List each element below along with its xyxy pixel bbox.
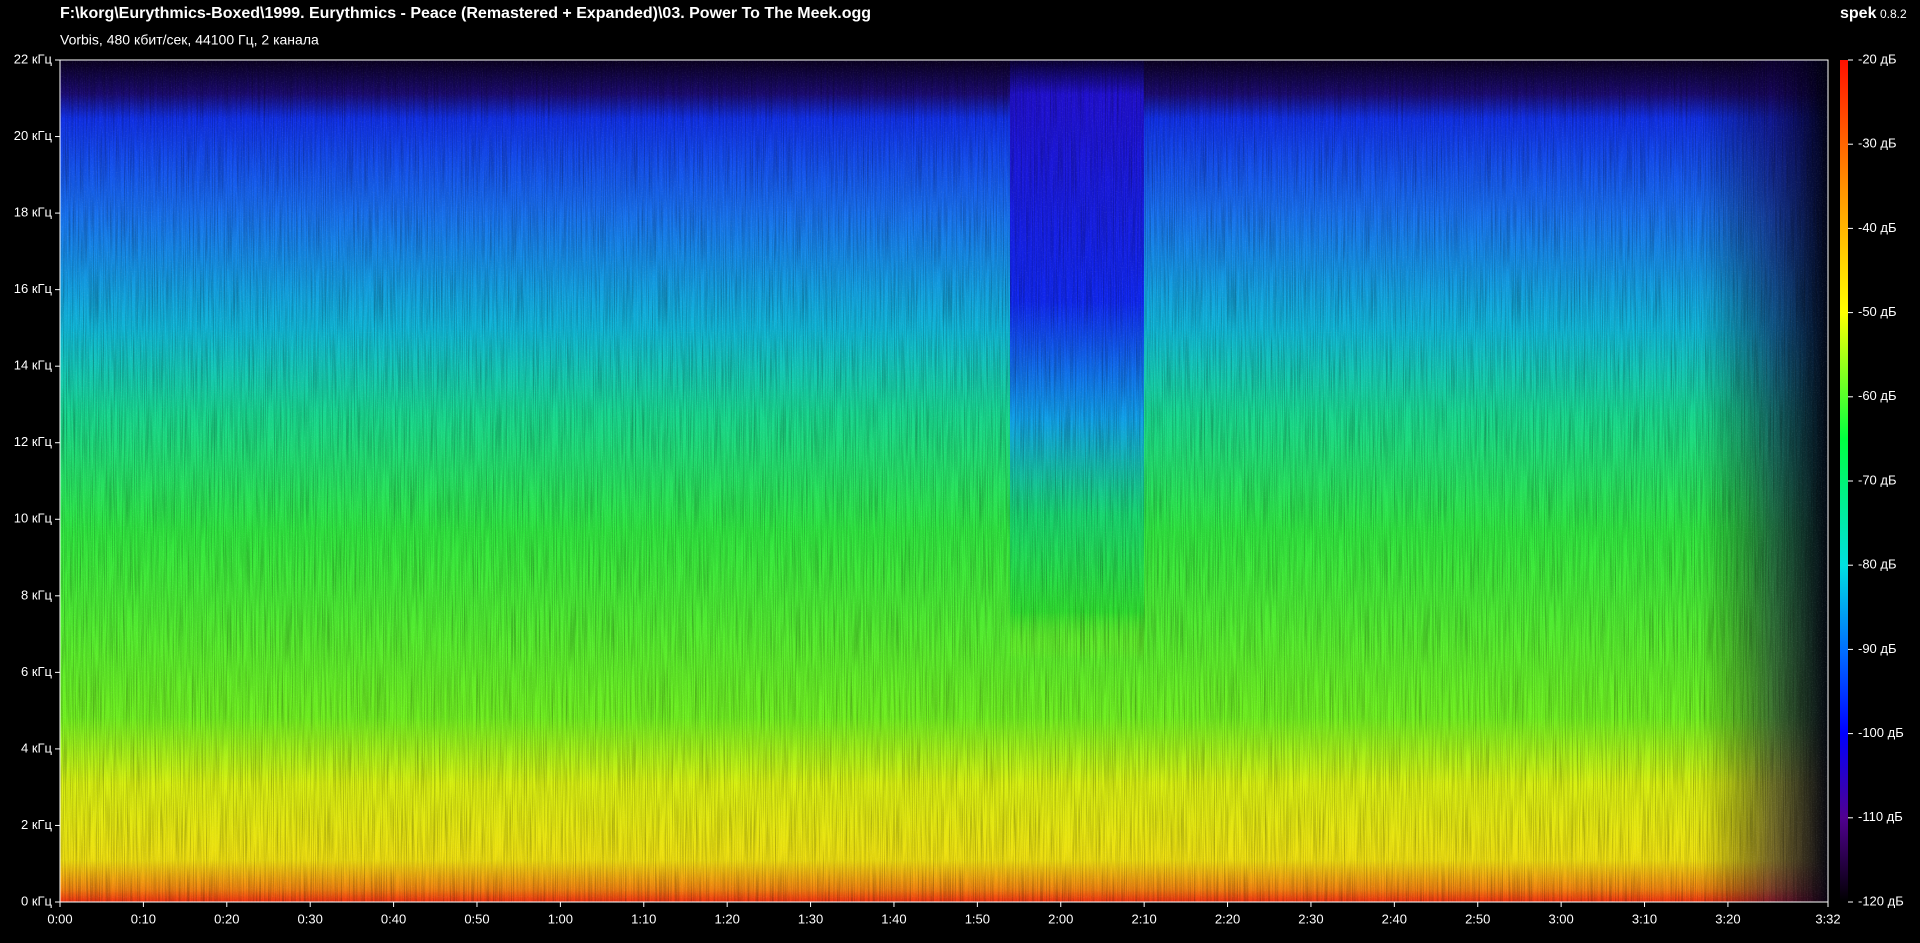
file-path: F:\korg\Eurythmics-Boxed\1999. Eurythmic… xyxy=(60,5,871,22)
x-tick-label: 2:10 xyxy=(1131,911,1156,926)
x-tick-label: 3:32 xyxy=(1815,911,1840,926)
x-tick-label: 0:20 xyxy=(214,911,239,926)
y-tick-label: 2 кГц xyxy=(21,817,53,832)
x-tick-label: 3:00 xyxy=(1548,911,1573,926)
y-tick-label: 16 кГц xyxy=(14,281,53,296)
x-tick-label: 0:40 xyxy=(381,911,406,926)
x-tick-label: 0:00 xyxy=(47,911,72,926)
y-tick-label: 22 кГц xyxy=(14,51,53,66)
x-tick-label: 2:40 xyxy=(1382,911,1407,926)
color-bar xyxy=(1840,60,1848,902)
color-tick-label: -80 дБ xyxy=(1858,557,1897,572)
file-info: Vorbis, 480 кбит/сек, 44100 Гц, 2 канала xyxy=(60,32,319,48)
y-tick-label: 14 кГц xyxy=(14,358,53,373)
color-tick-label: -90 дБ xyxy=(1858,641,1897,656)
color-tick-label: -70 дБ xyxy=(1858,472,1897,487)
app-version: 0.8.2 xyxy=(1880,7,1907,21)
color-tick-label: -50 дБ xyxy=(1858,304,1897,319)
x-tick-label: 2:20 xyxy=(1215,911,1240,926)
x-tick-label: 3:20 xyxy=(1715,911,1740,926)
color-tick-label: -60 дБ xyxy=(1858,388,1897,403)
x-tick-label: 2:30 xyxy=(1298,911,1323,926)
spectrogram xyxy=(59,59,1829,903)
y-tick-label: 4 кГц xyxy=(21,740,53,755)
y-tick-label: 8 кГц xyxy=(21,587,53,602)
x-tick-label: 0:10 xyxy=(131,911,156,926)
x-tick-label: 0:30 xyxy=(298,911,323,926)
y-tick-label: 18 кГц xyxy=(14,205,53,220)
y-tick-label: 20 кГц xyxy=(14,128,53,143)
color-tick-label: -30 дБ xyxy=(1858,136,1897,151)
color-tick-label: -110 дБ xyxy=(1858,809,1903,824)
x-tick-label: 1:50 xyxy=(965,911,990,926)
y-tick-label: 10 кГц xyxy=(14,511,53,526)
color-tick-label: -20 дБ xyxy=(1858,51,1897,66)
app-name: spek xyxy=(1840,5,1877,22)
x-tick-label: 2:00 xyxy=(1048,911,1073,926)
x-tick-label: 2:50 xyxy=(1465,911,1490,926)
y-tick-label: 6 кГц xyxy=(21,664,53,679)
y-tick-label: 12 кГц xyxy=(14,434,53,449)
x-tick-label: 0:50 xyxy=(464,911,489,926)
color-tick-label: -120 дБ xyxy=(1858,893,1904,908)
x-tick-label: 1:30 xyxy=(798,911,823,926)
y-tick-label: 0 кГц xyxy=(21,893,53,908)
x-tick-label: 1:40 xyxy=(881,911,906,926)
color-tick-label: -100 дБ xyxy=(1858,725,1904,740)
x-tick-label: 1:10 xyxy=(631,911,656,926)
x-tick-label: 1:20 xyxy=(715,911,740,926)
x-tick-label: 3:10 xyxy=(1632,911,1657,926)
x-tick-label: 1:00 xyxy=(548,911,573,926)
color-tick-label: -40 дБ xyxy=(1858,220,1897,235)
